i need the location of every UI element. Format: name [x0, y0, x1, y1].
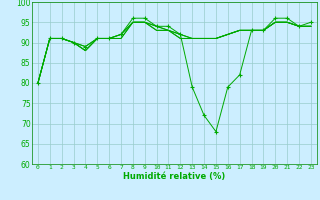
- X-axis label: Humidité relative (%): Humidité relative (%): [123, 172, 226, 181]
